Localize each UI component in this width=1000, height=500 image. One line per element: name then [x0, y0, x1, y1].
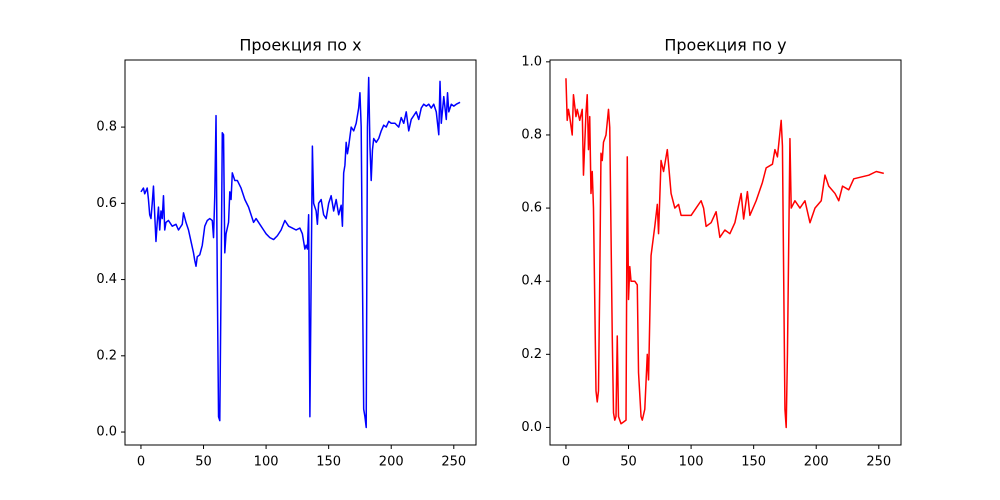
x-tick-label: 100 — [254, 455, 279, 470]
x-tick-label: 0 — [137, 455, 145, 470]
y-tick-label: 1.0 — [521, 54, 542, 69]
data-line — [565, 78, 884, 429]
x-tick-label: 50 — [620, 455, 637, 470]
chart-title: Проекция по x — [239, 36, 361, 55]
x-tick-label: 200 — [379, 455, 404, 470]
y-tick-label: 0.0 — [521, 420, 542, 435]
x-tick-label: 250 — [866, 455, 891, 470]
x-tick-label: 200 — [804, 455, 829, 470]
x-tick-label: 50 — [195, 455, 212, 470]
x-tick-label: 0 — [562, 455, 570, 470]
y-tick-label: 0.6 — [96, 196, 117, 211]
y-tick-label: 0.4 — [96, 272, 117, 287]
axes-frame — [549, 59, 902, 446]
y-tick-label: 0.4 — [521, 274, 542, 289]
x-tick-label: 150 — [741, 455, 766, 470]
y-tick-label: 0.2 — [96, 348, 117, 363]
y-tick-label: 0.8 — [96, 120, 117, 135]
x-tick-label: 250 — [441, 455, 466, 470]
y-tick-label: 0.8 — [521, 127, 542, 142]
data-line — [140, 76, 461, 429]
y-tick-label: 0.6 — [521, 201, 542, 216]
x-tick-label: 100 — [679, 455, 704, 470]
chart-title: Проекция по y — [664, 36, 786, 55]
y-tick-label: 0.0 — [96, 425, 117, 440]
x-tick-label: 150 — [316, 455, 341, 470]
y-tick-label: 0.2 — [521, 347, 542, 362]
axes-frame — [124, 59, 477, 446]
